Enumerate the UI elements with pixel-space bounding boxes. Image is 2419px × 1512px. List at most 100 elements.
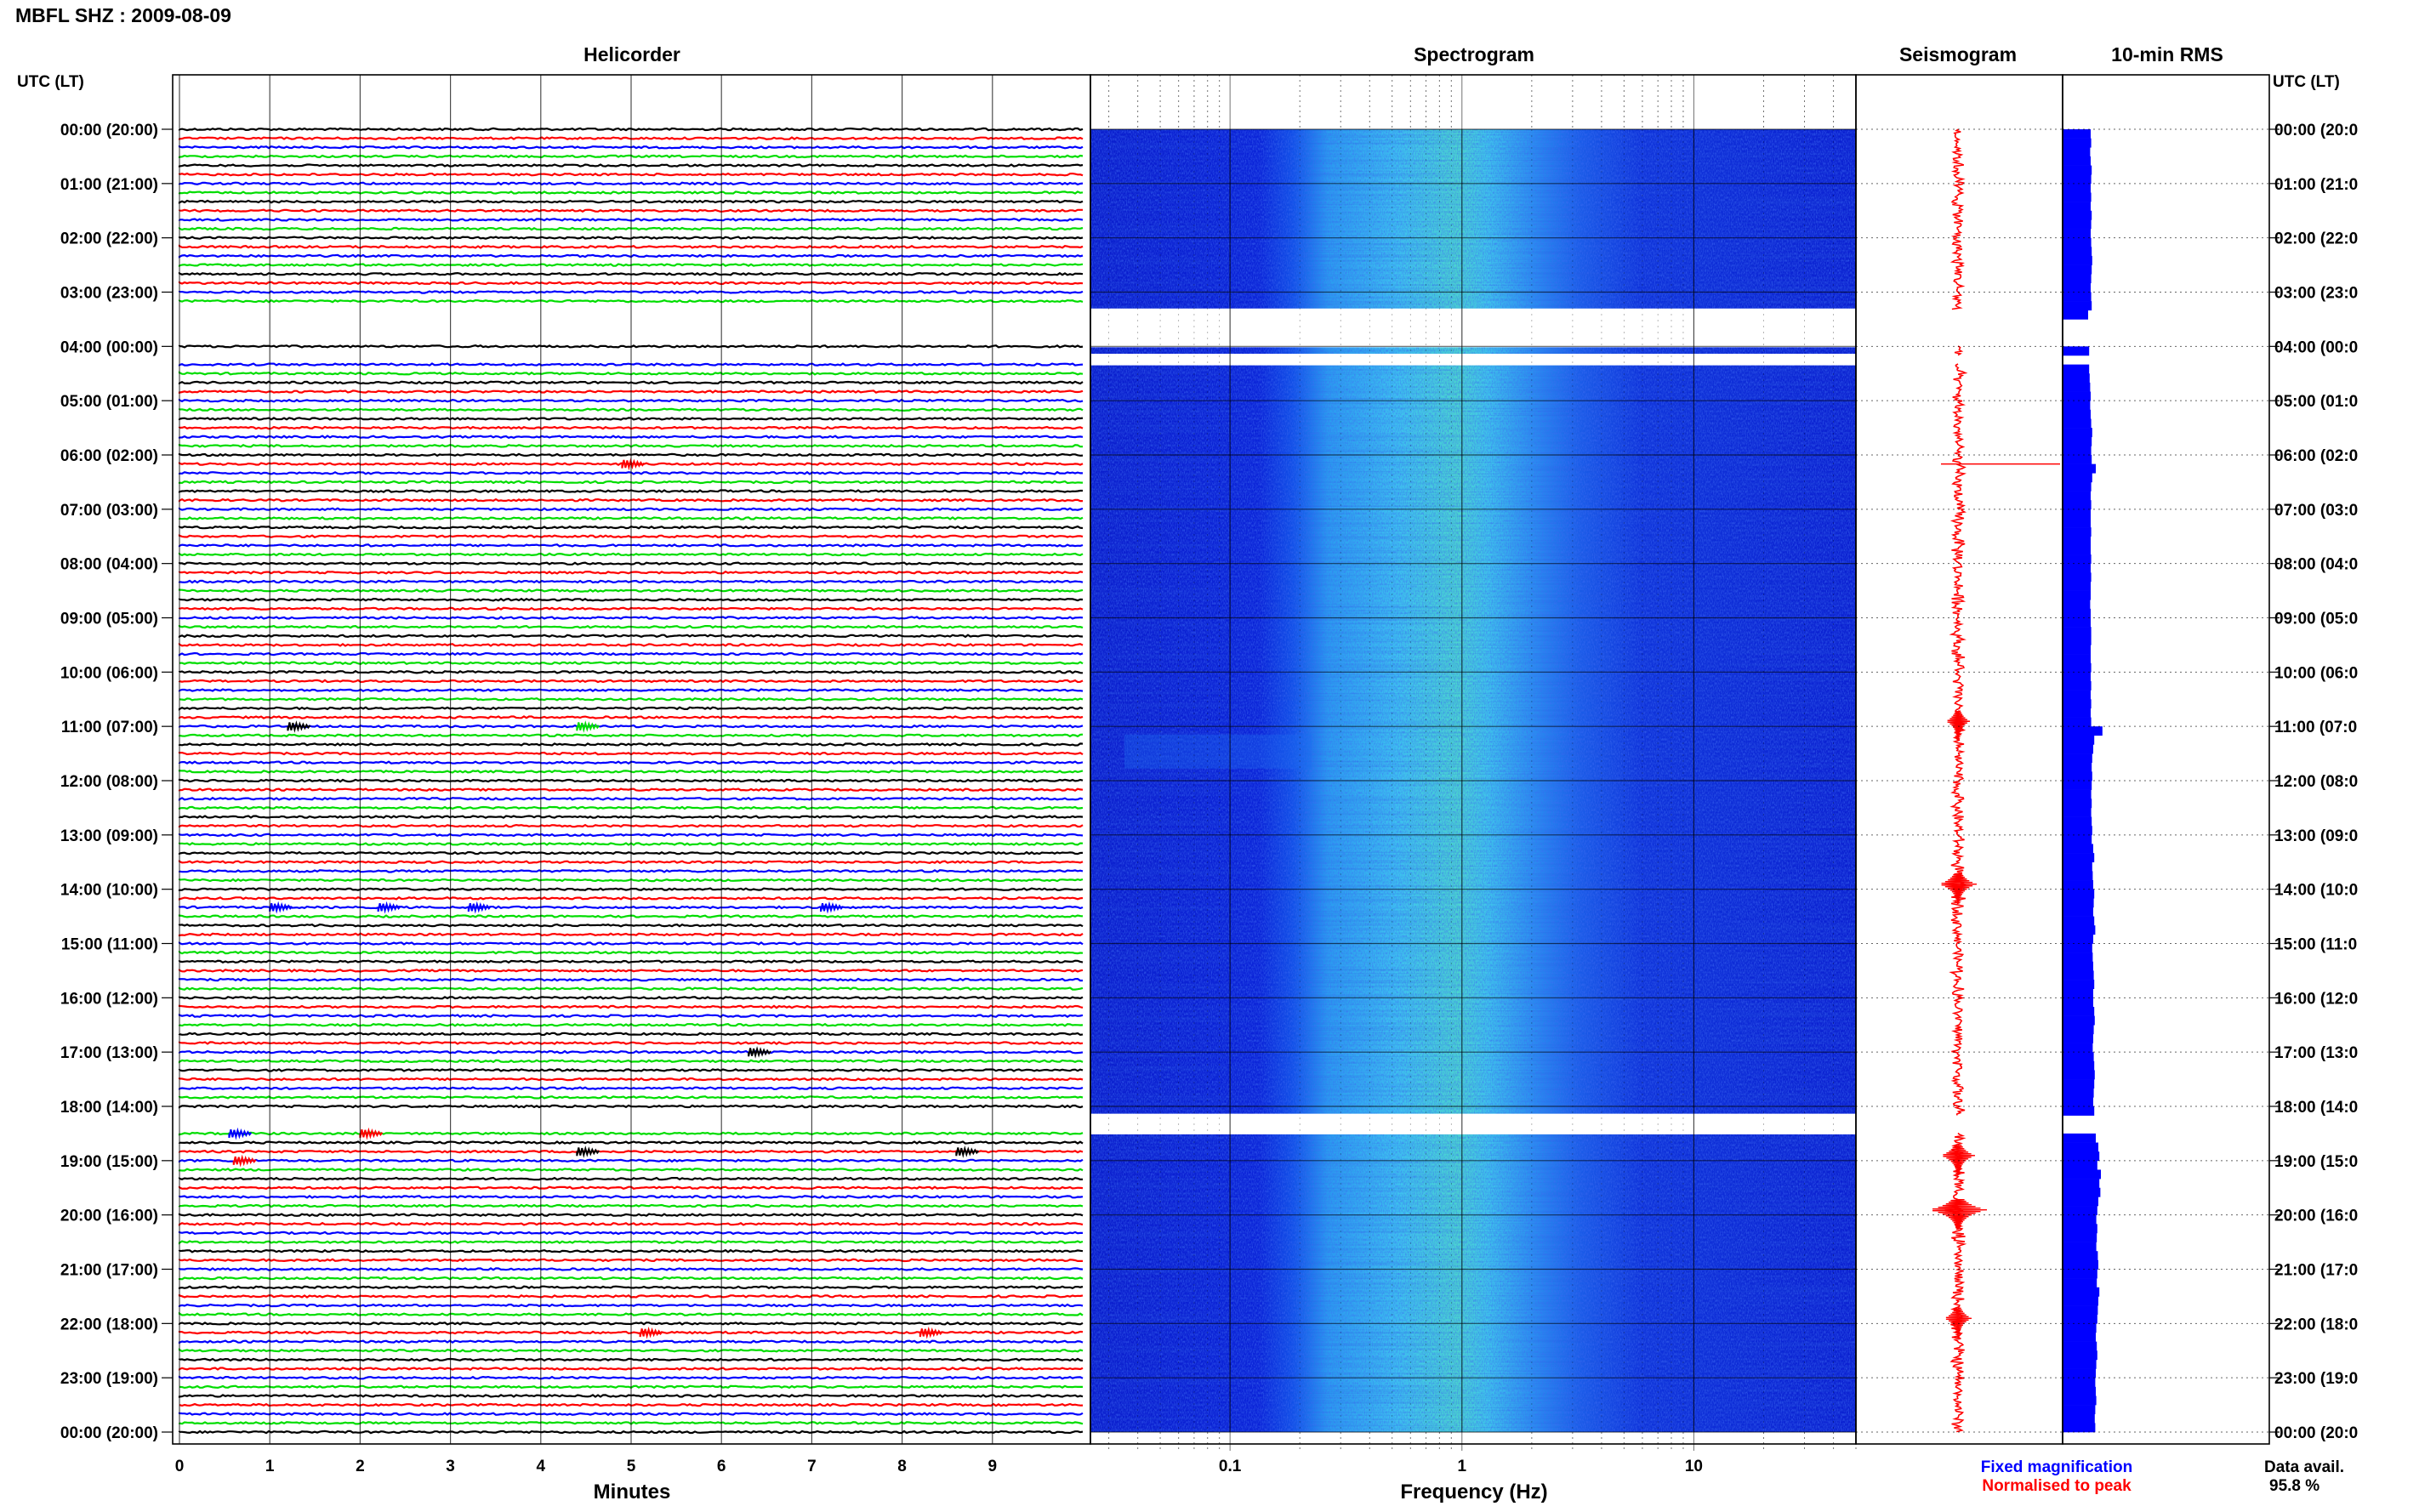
time-label-right: 11:00 (07:0 [2274,719,2357,736]
time-label-right: 01:00 (21:0 [2274,176,2358,194]
rms-bar [2063,662,2092,673]
helicorder-trace [178,552,1084,557]
helicorder-trace [178,1276,1084,1281]
rms-bar [2063,988,2093,998]
helicorder-tick-label: 5 [627,1458,636,1475]
helicorder-trace [178,959,1084,964]
time-label-right: 06:00 (02:0 [2274,447,2358,465]
helicorder-trace [178,1168,1084,1172]
rms-bar [2063,373,2090,384]
time-label-right: 03:00 (23:0 [2274,285,2358,303]
helicorder-trace [178,253,1084,259]
spectrogram-event [1124,734,1312,769]
helicorder-trace [178,145,1084,150]
spectrogram-tick-label: 10 [1685,1458,1703,1475]
helicorder-tick-label: 7 [807,1458,817,1475]
rms-bar [2063,744,2093,754]
rms-bar [2063,970,2094,981]
rms-bar [2063,934,2093,944]
helicorder-trace [178,1375,1084,1380]
helicorder-trace [178,833,1084,838]
seismogram-panel [1932,128,2060,1433]
helicorder-trace [178,869,1084,873]
rms-bar [2063,699,2092,709]
time-label-left: 08:00 (04:00) [60,556,158,574]
helicorder-event [228,1127,253,1140]
rms-bar [2063,382,2091,392]
time-label-left: 10:00 (06:00) [60,664,158,682]
helicorder-trace [178,878,1084,883]
data-availability-label: Data avail. [2264,1458,2344,1476]
helicorder-trace [178,715,1084,719]
time-label-left: 23:00 (19:00) [60,1370,158,1388]
rms-bar [2063,210,2092,220]
rms-bar [2063,708,2091,718]
helicorder-trace [178,778,1084,783]
helicorder-trace [178,136,1084,140]
rms-bar [2063,219,2092,230]
rms-bar [2063,491,2091,501]
rms-bar [2063,1097,2093,1107]
spectrogram-panel: 0.1 1 10 [1090,75,1857,1475]
rms-bar [2063,1151,2100,1162]
rms-bar [2063,590,2091,600]
helicorder-trace [178,281,1084,286]
time-label-left: 18:00 (14:00) [60,1099,158,1117]
helicorder-trace [178,597,1084,602]
helicorder-trace [178,218,1084,222]
helicorder-trace [178,290,1084,294]
rms-bar [2063,654,2091,663]
time-label-left: 00:00 (20:00) [60,1424,158,1442]
rms-bar [2063,1378,2096,1388]
helicorder-trace [178,634,1084,639]
helicorder-trace [178,452,1084,458]
time-label-left: 17:00 (13:00) [60,1044,158,1062]
helicorder-trace [178,344,1084,349]
helicorder-event [919,1326,943,1339]
time-label-left: 02:00 (22:00) [60,230,158,248]
time-label-right: 17:00 (13:0 [2274,1044,2358,1062]
helicorder-trace [178,733,1084,738]
data-availability-value: 95.8 % [2269,1477,2319,1495]
helicorder-trace [178,507,1084,512]
helicorder-trace [178,190,1084,195]
rms-bar [2063,998,2093,1008]
rms-bar [2063,418,2092,429]
helicorder-tick-label: 1 [265,1458,275,1475]
helicorder-trace [178,842,1084,846]
rms-bar [2063,174,2092,185]
time-label-left: 05:00 (01:00) [60,393,158,411]
helicorder-trace [178,1176,1083,1181]
helicorder-trace [178,1086,1084,1091]
rms-bar [2063,500,2092,510]
helicorder-trace [178,1221,1084,1226]
helicorder-trace [178,1049,1084,1054]
time-label-right: 09:00 (05:0 [2274,611,2358,628]
rms-bar [2063,753,2092,764]
helicorder-trace [178,1412,1084,1417]
helicorder-title: Helicorder [583,43,680,65]
legend-normalised-to-peak: Normalised to peak [1982,1477,2132,1495]
helicorder-trace [178,1213,1084,1218]
rms-bar [2063,1251,2098,1261]
rms-bar [2063,907,2093,917]
rms-bar [2063,274,2092,284]
utc-right-label: UTC (LT) [2273,73,2340,91]
helicorder-trace [178,688,1084,693]
rms-bar [2063,1405,2096,1415]
time-label-right: 14:00 (10:0 [2274,882,2358,900]
helicorder-trace [178,407,1084,412]
helicorder-tick-label: 2 [356,1458,365,1475]
rms-bar [2063,1278,2097,1288]
helicorder-trace [178,1285,1084,1290]
rms-bar [2063,292,2092,302]
seismogram-trace [1949,128,1968,1433]
helicorder-trace [178,679,1084,684]
spectrogram-tick-label: 1 [1458,1458,1467,1475]
time-label-right: 08:00 (04:0 [2274,556,2358,574]
rms-bar [2063,202,2091,212]
time-label-left: 21:00 (17:00) [60,1262,158,1280]
helicorder-trace [178,1004,1084,1009]
helicorder-trace [178,1303,1084,1308]
rms-bar [2063,1423,2096,1433]
